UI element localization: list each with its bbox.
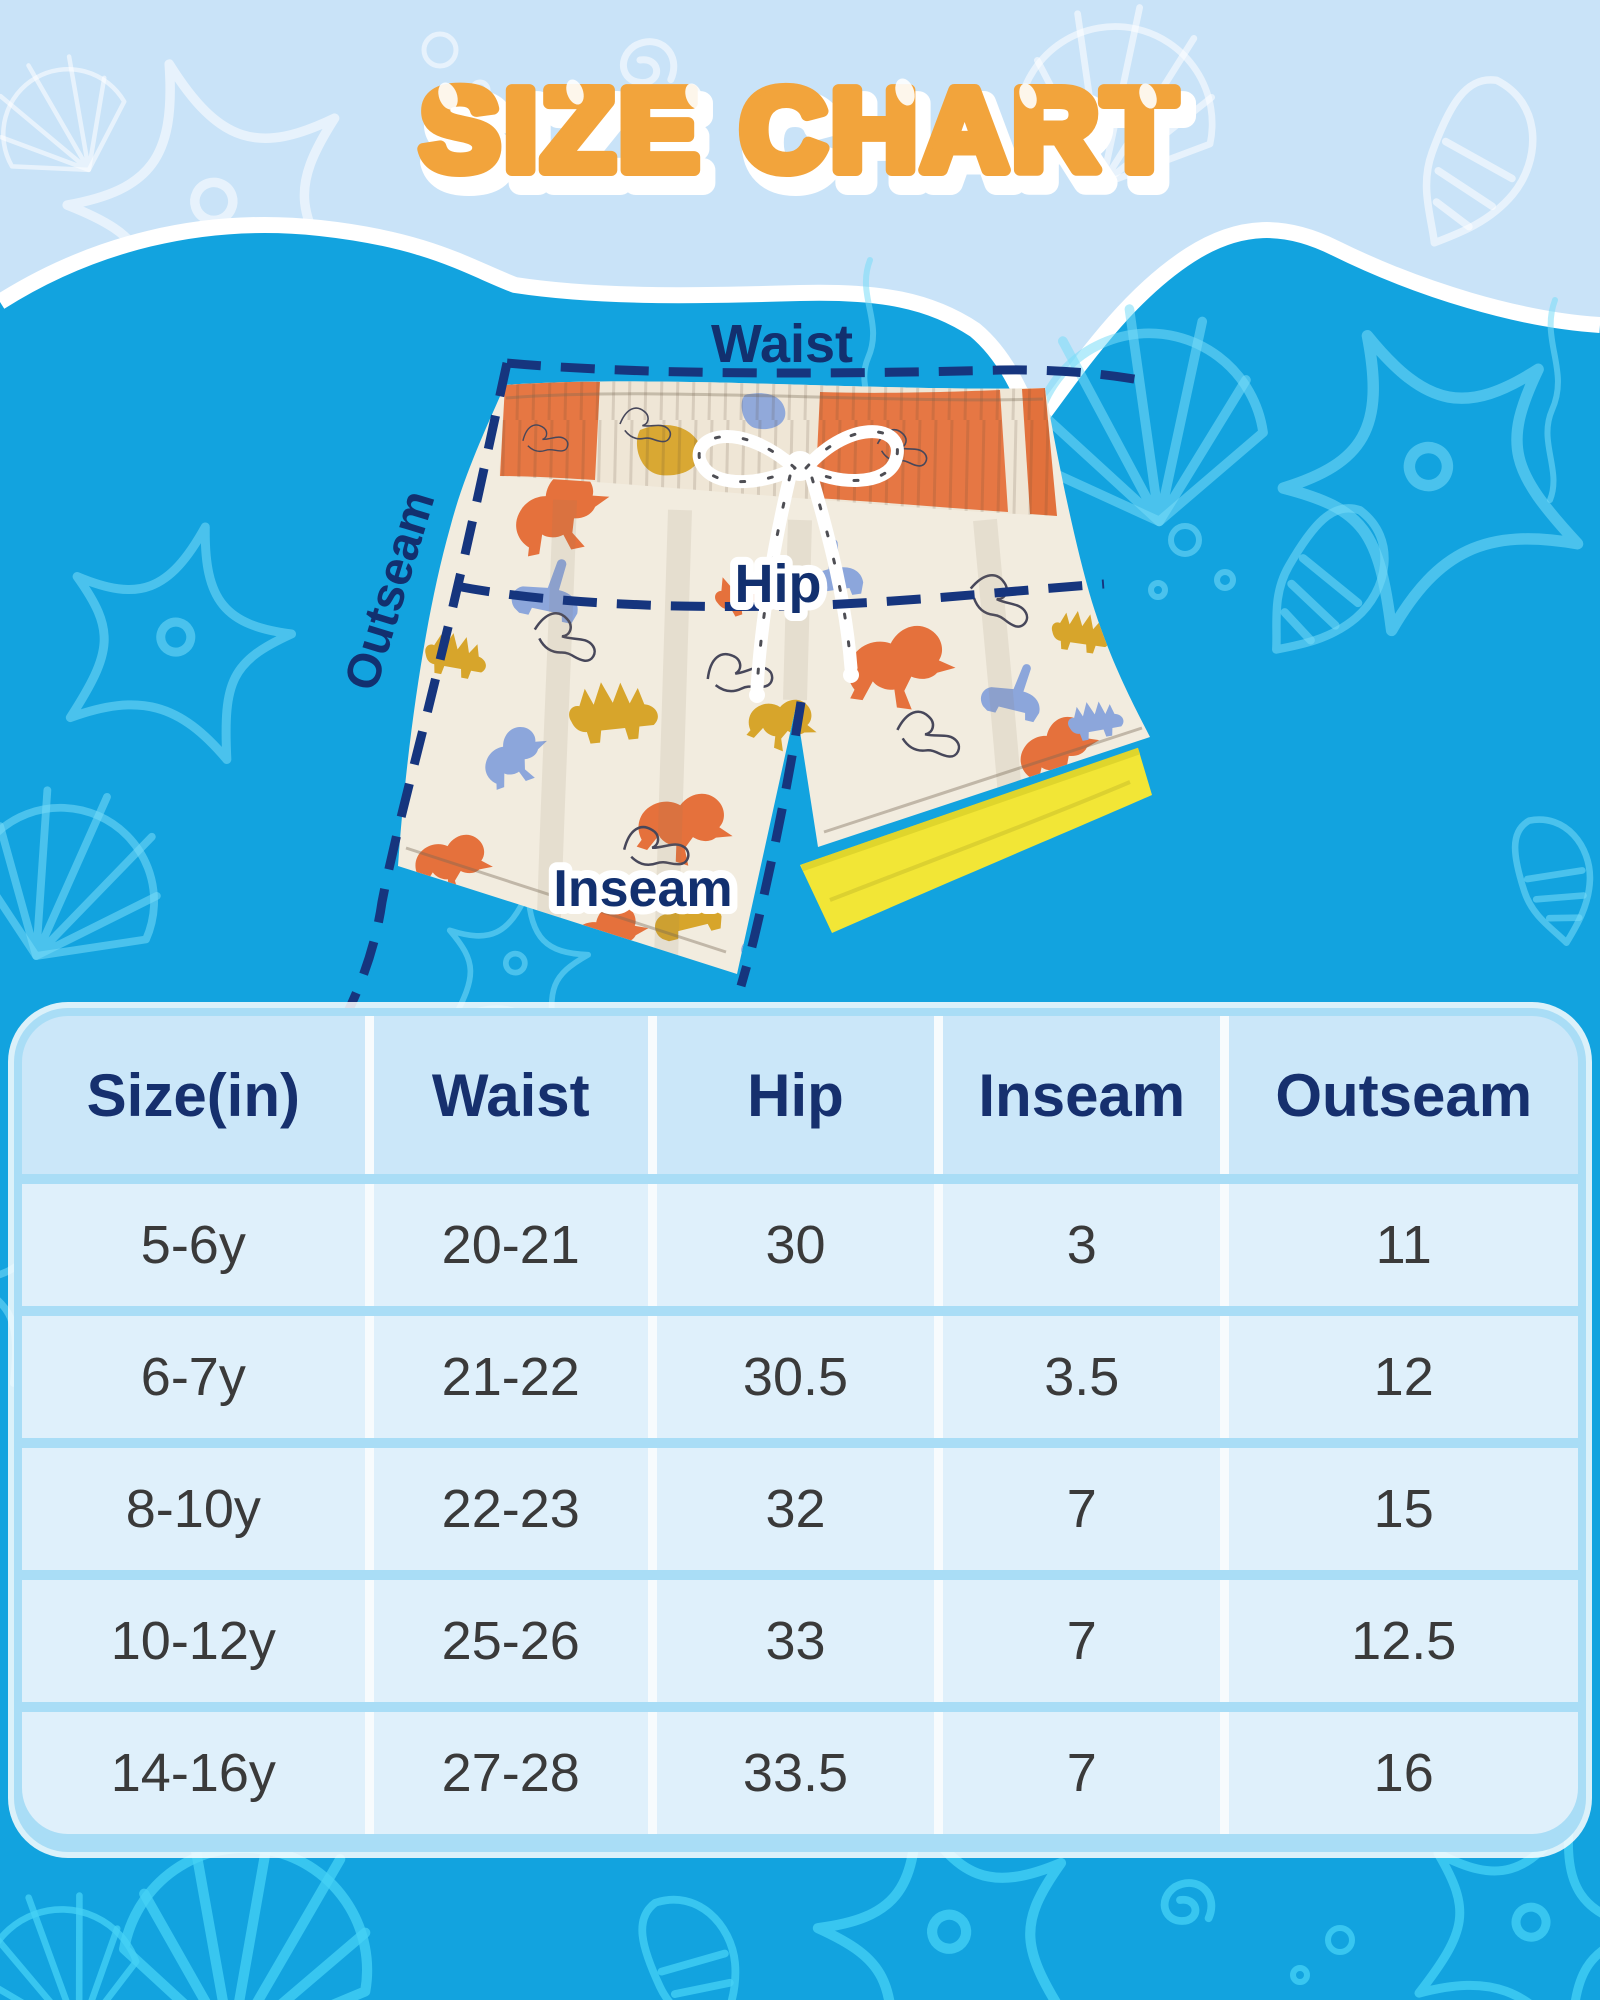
table-cell: 27-28 xyxy=(373,1712,657,1834)
table-cell: 32 xyxy=(656,1448,944,1570)
table-cell: 22-23 xyxy=(373,1448,657,1570)
table-cell: 10-12y xyxy=(22,1580,374,1702)
header-cell: Size(in) xyxy=(22,1016,374,1174)
table-cell: 12.5 xyxy=(1229,1580,1578,1702)
table-cell: 5-6y xyxy=(22,1184,374,1306)
table-cell: 21-22 xyxy=(373,1316,657,1438)
size-table-card: Size(in) Waist Hip Inseam Outseam 5-6y 20-21 3… xyxy=(14,1008,1586,1852)
hip-label: Hip xyxy=(735,554,822,614)
table-cell: 30 xyxy=(656,1184,944,1306)
header-cell: Hip xyxy=(656,1016,944,1174)
size-table: Size(in) Waist Hip Inseam Outseam 5-6y 20-21 3… xyxy=(22,1006,1578,1844)
hip-line xyxy=(455,579,1105,612)
liner-yellow xyxy=(800,747,1152,933)
page-title: SIZE CHART xyxy=(420,65,1180,195)
table-cell: 33 xyxy=(656,1580,944,1702)
page-title-group: SIZE CHART SIZE CHART xyxy=(414,59,1197,220)
title-shine-dots xyxy=(438,78,1157,110)
table-cell: 33.5 xyxy=(656,1712,944,1834)
table-cell: 8-10y xyxy=(22,1448,374,1570)
table-cell: 11 xyxy=(1229,1184,1578,1306)
outseam-line xyxy=(324,362,512,1053)
seashell-pattern-bottom xyxy=(0,1774,1600,2000)
table-cell: 20-21 xyxy=(373,1184,657,1306)
table-row: 10-12y 25-26 33 7 12.5 xyxy=(22,1580,1578,1702)
measurement-lines xyxy=(324,358,1141,1053)
table-cell: 3.5 xyxy=(943,1316,1230,1438)
table-cell: 7 xyxy=(943,1448,1230,1570)
table-row: 8-10y 22-23 32 7 15 xyxy=(22,1448,1578,1570)
waist-label: Waist xyxy=(711,314,853,374)
header-row: Size(in) Waist Hip Inseam Outseam xyxy=(22,1016,1578,1174)
table-cell: 3 xyxy=(943,1184,1230,1306)
trunks-body xyxy=(398,381,1150,974)
table-cell: 16 xyxy=(1229,1712,1578,1834)
inseam-label: Inseam xyxy=(553,860,732,918)
table-cell: 30.5 xyxy=(656,1316,944,1438)
table-cell: 25-26 xyxy=(373,1580,657,1702)
table-cell: 7 xyxy=(943,1580,1230,1702)
hem-stitching xyxy=(405,726,1143,954)
table-row: 5-6y 20-21 30 3 11 xyxy=(22,1184,1578,1306)
page-title-shadow: SIZE CHART xyxy=(429,78,1189,208)
header-cell: Outseam xyxy=(1229,1016,1578,1174)
table-row: 14-16y 27-28 33.5 7 16 xyxy=(22,1712,1578,1834)
inseam-line xyxy=(736,701,806,988)
table-cell: 12 xyxy=(1229,1316,1578,1438)
table-cell: 7 xyxy=(943,1712,1230,1834)
drawstring xyxy=(692,425,904,703)
table-cell: 15 xyxy=(1229,1448,1578,1570)
size-table-body: 5-6y 20-21 30 3 11 6-7y 21-22 30.5 3.5 12 8-10y 22-… xyxy=(22,1184,1578,1834)
waist-line xyxy=(506,358,1141,385)
size-table-header: Size(in) Waist Hip Inseam Outseam xyxy=(22,1016,1578,1174)
table-cell: 14-16y xyxy=(22,1712,374,1834)
table-cell: 6-7y xyxy=(22,1316,374,1438)
table-row: 6-7y 21-22 30.5 3.5 12 xyxy=(22,1316,1578,1438)
header-cell: Inseam xyxy=(943,1016,1230,1174)
header-cell: Waist xyxy=(373,1016,657,1174)
